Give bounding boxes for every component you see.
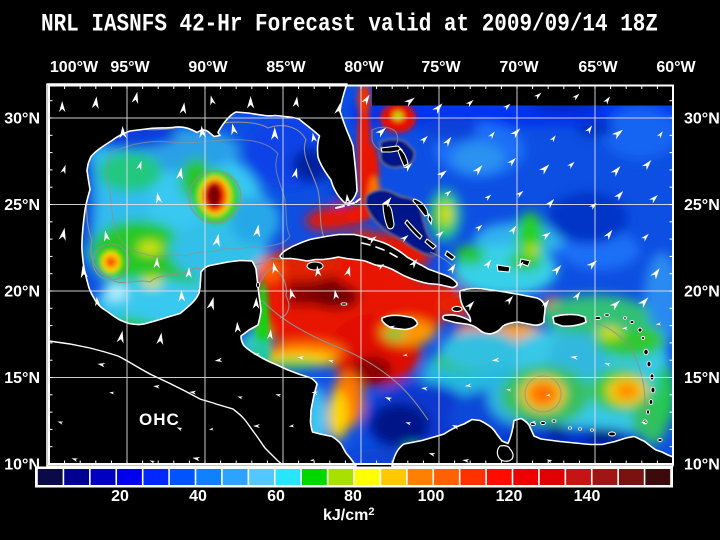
svg-text:kJ/cm2: kJ/cm2 [323,506,375,524]
svg-text:60°W: 60°W [656,59,696,76]
svg-text:100°W: 100°W [50,59,99,76]
svg-text:10°N: 10°N [684,457,720,474]
svg-text:30°N: 30°N [4,111,40,128]
svg-text:25°N: 25°N [684,197,720,214]
svg-text:15°N: 15°N [4,370,40,387]
svg-text:95°W: 95°W [110,59,150,76]
svg-text:20°N: 20°N [684,284,720,301]
svg-text:40: 40 [189,488,207,505]
svg-text:80°W: 80°W [344,59,384,76]
svg-text:90°W: 90°W [188,59,228,76]
svg-text:85°W: 85°W [266,59,306,76]
svg-text:100: 100 [418,488,445,505]
svg-text:80: 80 [344,488,362,505]
svg-text:120: 120 [496,488,523,505]
svg-text:OHC: OHC [139,410,180,429]
svg-text:NRL IASNFS 42-Hr Forecast val: NRL IASNFS 42-Hr Forecast valid at 2009/… [41,10,658,38]
svg-text:25°N: 25°N [4,197,40,214]
svg-text:15°N: 15°N [684,370,720,387]
svg-text:70°W: 70°W [499,59,539,76]
svg-text:10°N: 10°N [4,457,40,474]
svg-text:20°N: 20°N [4,284,40,301]
svg-text:60: 60 [267,488,285,505]
svg-text:30°N: 30°N [684,111,720,128]
svg-text:20: 20 [111,488,129,505]
svg-text:75°W: 75°W [421,59,461,76]
svg-text:65°W: 65°W [578,59,618,76]
svg-text:140: 140 [574,488,601,505]
